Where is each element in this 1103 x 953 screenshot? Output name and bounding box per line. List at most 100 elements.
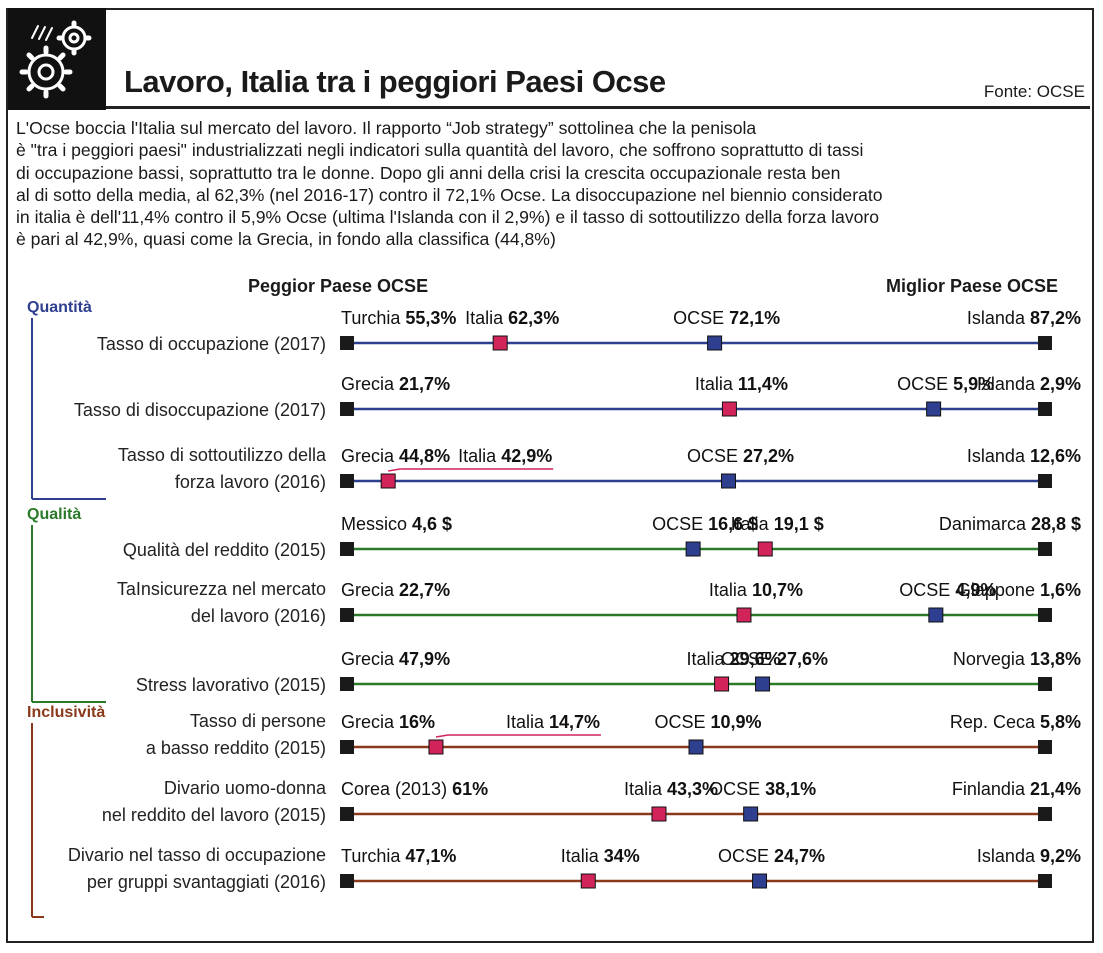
- intro-line: L'Ocse boccia l'Italia sul mercato del l…: [16, 118, 757, 138]
- indicator-label: nel reddito del lavoro (2015): [102, 805, 326, 825]
- ocse-value-label-country: OCSE: [899, 580, 955, 600]
- worst-value-label-country: Grecia: [341, 712, 399, 732]
- best-value-label-value: 1,6%: [1040, 580, 1081, 600]
- intro-line: è pari al 42,9%, quasi come la Grecia, i…: [16, 229, 556, 250]
- ocse-value-label: OCSE 24,7%: [718, 846, 825, 866]
- indicator-label: Divario uomo-donna: [164, 778, 327, 798]
- italia-value-label: Italia 10,7%: [709, 580, 803, 600]
- best-value-label-country: Islanda: [967, 446, 1030, 466]
- ocse-value-label: OCSE 72,1%: [673, 308, 780, 328]
- ocse-value-label-country: OCSE: [709, 779, 765, 799]
- best-marker: [1038, 608, 1052, 622]
- indicator-label: Stress lavorativo (2015): [136, 675, 326, 695]
- best-value-label-country: Islanda: [977, 374, 1040, 394]
- best-marker: [1038, 874, 1052, 888]
- best-value-label: Danimarca 28,8 $: [939, 514, 1081, 534]
- indicator-label: Tasso di sottoutilizzo della: [118, 445, 327, 465]
- italia-value-label: Italia 14,7%: [506, 712, 600, 732]
- italia-value-label-country: Italia: [458, 446, 501, 466]
- worst-value-label: Corea (2013) 61%: [341, 779, 488, 799]
- indicator-label: Tasso di disoccupazione (2017): [74, 400, 326, 420]
- ocse-value-label: OCSE 10,9%: [654, 712, 761, 732]
- italia-value-label-value: 11,4%: [738, 374, 788, 394]
- ocse-value-label-country: OCSE: [718, 846, 774, 866]
- italia-value-label-value: 29,6%: [730, 649, 781, 669]
- worst-value-label: Grecia 16%: [341, 712, 435, 732]
- ocse-marker: [928, 607, 944, 623]
- best-value-label-country: Islanda: [977, 846, 1040, 866]
- indicator-label: Qualità del reddito (2015): [123, 540, 326, 560]
- best-marker: [1038, 474, 1052, 488]
- category-label: Quantità: [27, 299, 92, 316]
- italia-marker: [721, 401, 737, 417]
- ocse-value-label-value: 16,6 $: [708, 514, 758, 534]
- worst-marker: [340, 874, 354, 888]
- indicator-label: Divario nel tasso di occupazione: [68, 845, 326, 865]
- worst-value-label: Messico 4,6 $: [341, 514, 452, 534]
- best-value-label: Islanda 2,9%: [977, 374, 1081, 394]
- italia-value-label: Italia 29,6%: [687, 649, 781, 669]
- source-note: Fonte: OCSE: [983, 82, 1085, 101]
- best-value-label: Finlandia 21,4%: [952, 779, 1081, 799]
- indicator-label: forza lavoro (2016): [175, 472, 326, 492]
- worst-value-label-value: 21,7%: [399, 374, 450, 394]
- indicator-label: del lavoro (2016): [191, 606, 326, 626]
- italia-value-label-value: 14,7%: [549, 712, 600, 732]
- best-value-label-country: Rep. Ceca: [950, 712, 1040, 732]
- worst-marker: [340, 807, 354, 821]
- ocse-value-label-value: 72,1%: [729, 308, 780, 328]
- worst-value-label-country: Grecia: [341, 374, 399, 394]
- italia-marker: [651, 806, 667, 822]
- best-marker: [1038, 807, 1052, 821]
- worst-value-label: Grecia 44,8%: [341, 446, 450, 466]
- italia-leader: [388, 468, 401, 472]
- intro-line: di occupazione bassi, soprattutto tra le…: [16, 162, 841, 183]
- ocse-value-label-value: 38,1%: [765, 779, 816, 799]
- best-value-label: Rep. Ceca 5,8%: [950, 712, 1081, 732]
- best-value-label-country: Norvegia: [953, 649, 1030, 669]
- worst-marker: [340, 402, 354, 416]
- italia-value-label-country: Italia: [687, 649, 730, 669]
- italia-marker: [428, 739, 444, 755]
- worst-marker: [340, 677, 354, 691]
- worst-marker: [340, 336, 354, 350]
- italia-leader: [435, 734, 449, 738]
- best-value-label-value: 21,4%: [1030, 779, 1081, 799]
- ocse-marker: [721, 473, 737, 489]
- worst-marker: [340, 740, 354, 754]
- ocse-marker: [743, 806, 759, 822]
- worst-value-label-country: Turchia: [341, 308, 405, 328]
- worst-value-label-value: 55,3%: [405, 308, 456, 328]
- italia-marker: [580, 873, 596, 889]
- category-label: Qualità: [27, 506, 81, 523]
- ocse-value-label: OCSE 5,9%: [897, 374, 994, 394]
- gears-icon: [19, 20, 92, 99]
- italia-value-label-country: Italia: [695, 374, 738, 394]
- ocse-value-label-value: 27,6%: [777, 649, 828, 669]
- italia-value-label-value: 34%: [604, 846, 640, 866]
- worst-value-label-value: 4,6 $: [412, 514, 452, 534]
- worst-value-label-value: 44,8%: [399, 446, 450, 466]
- best-marker: [1038, 402, 1052, 416]
- best-value-label: Islanda 87,2%: [967, 308, 1081, 328]
- italia-value-label-value: 19,1 $: [774, 514, 824, 534]
- best-value-label-value: 2,9%: [1040, 374, 1081, 394]
- italia-value-label-country: Italia: [624, 779, 667, 799]
- header-divider: [106, 106, 1090, 109]
- ocse-value-label-country: OCSE: [897, 374, 953, 394]
- best-value-label-country: Danimarca: [939, 514, 1031, 534]
- best-marker: [1038, 740, 1052, 754]
- best-value-label-value: 13,8%: [1030, 649, 1081, 669]
- indicator-label: Tasso di persone: [190, 711, 326, 731]
- best-column-heading: Miglior Paese OCSE: [886, 276, 1059, 296]
- worst-value-label-value: 22,7%: [399, 580, 450, 600]
- worst-value-label: Grecia 47,9%: [341, 649, 450, 669]
- italia-value-label-value: 43,3%: [667, 779, 718, 799]
- italia-value-label-country: Italia: [709, 580, 752, 600]
- italia-value-label-country: Italia: [506, 712, 549, 732]
- worst-value-label-value: 47,1%: [405, 846, 456, 866]
- italia-value-label-value: 62,3%: [508, 308, 559, 328]
- worst-value-label-country: Corea (2013): [341, 779, 452, 799]
- italia-value-label-value: 42,9%: [501, 446, 552, 466]
